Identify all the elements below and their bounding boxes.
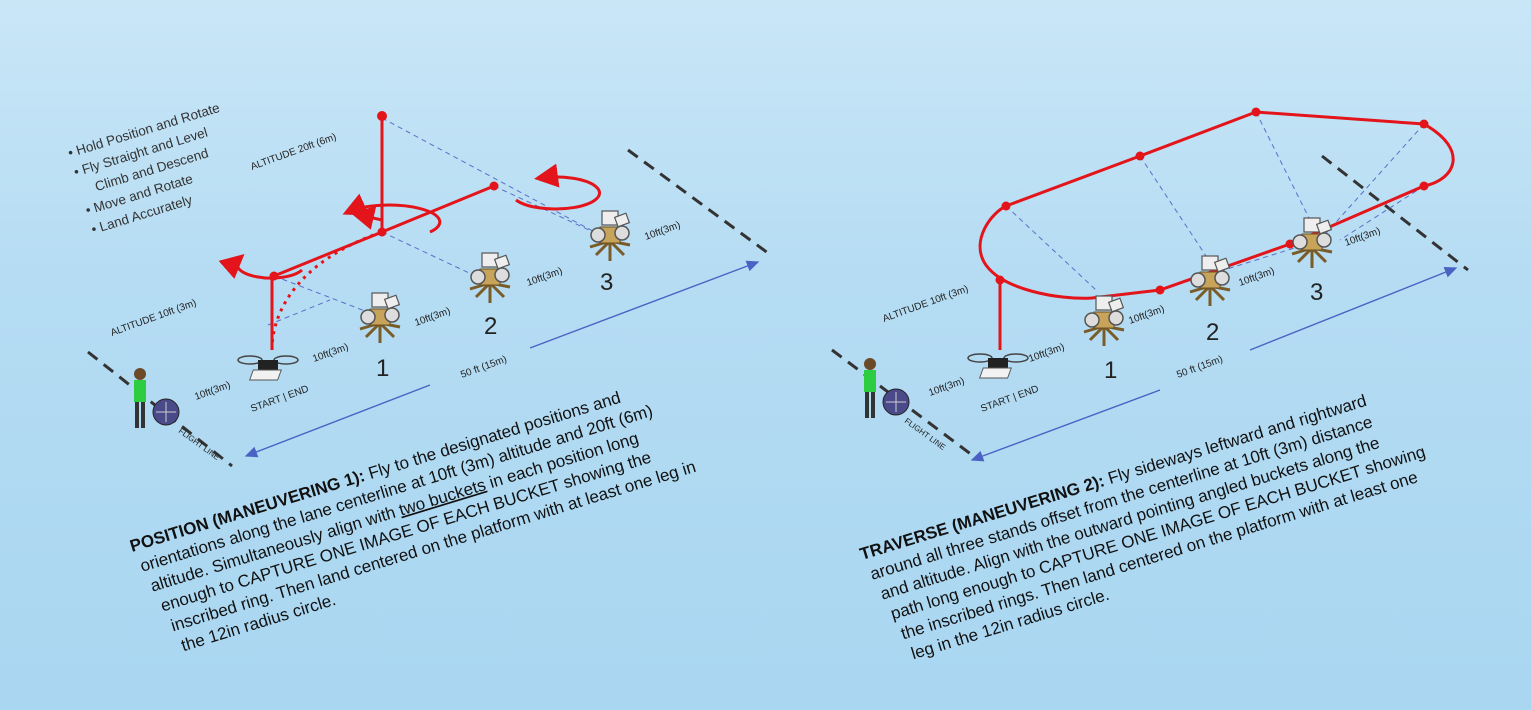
- start-end-label: START | END: [249, 384, 310, 415]
- dist-label-r5: 10ft(3m): [1343, 226, 1382, 249]
- right-panel: 50 ft (15m) ALTITUDE 10ft (3m) 1 2 3 10f…: [831, 107, 1469, 663]
- altitude-10-label-right: ALTITUDE 10ft (3m): [881, 284, 970, 325]
- pilot-icon-right: [863, 357, 910, 419]
- dist-label-5: 10ft(3m): [643, 220, 682, 243]
- position-description: POSITION (MANEUVERING 1): Fly to the des…: [128, 388, 698, 655]
- dist-label-r1: 10ft(3m): [927, 376, 966, 399]
- station-1-label: 1: [376, 355, 389, 382]
- rotate-ring-1: [218, 254, 303, 280]
- bucket-stand-2: [468, 251, 512, 305]
- altitude-10-label: ALTITUDE 10ft (3m): [109, 298, 198, 339]
- traverse-path: [978, 110, 1455, 300]
- dist-label-3: 10ft(3m): [413, 306, 452, 329]
- bucket-stand-3: [588, 209, 632, 263]
- left-panel: • Hold Position and Rotate • Fly Straigh…: [66, 100, 773, 655]
- maneuver-list: • Hold Position and Rotate • Fly Straigh…: [66, 100, 221, 237]
- dist-label-2: 10ft(3m): [311, 342, 350, 365]
- station-r2-label: 2: [1206, 319, 1219, 346]
- start-end-label-right: START | END: [979, 384, 1040, 415]
- flight-path-climb: [270, 230, 383, 351]
- dist-label-4: 10ft(3m): [525, 266, 564, 289]
- bucket-stand-r2: [1188, 254, 1232, 308]
- dist-label-1: 10ft(3m): [193, 380, 232, 403]
- bucket-stand-1: [358, 291, 402, 345]
- length-arrow: [529, 260, 760, 349]
- dist-label-r3: 10ft(3m): [1127, 304, 1166, 327]
- station-r1-label: 1: [1104, 357, 1117, 384]
- lane-boundary-top-right: [1321, 154, 1469, 272]
- pilot-icon: [133, 367, 180, 429]
- lane-boundary-top: [627, 148, 773, 258]
- station-3-label: 3: [600, 269, 613, 296]
- length-label: 50 ft (15m): [459, 354, 508, 381]
- bucket-stand-r3: [1290, 216, 1334, 270]
- dist-label-r4: 10ft(3m): [1237, 266, 1276, 289]
- length-arrow-right: [1249, 266, 1458, 351]
- station-r3-label: 3: [1310, 279, 1323, 306]
- length-label-right: 50 ft (15m): [1175, 354, 1224, 381]
- flight-line-label: FLIGHT LINE: [177, 426, 221, 462]
- station-2-label: 2: [484, 313, 497, 340]
- bucket-stand-r1: [1082, 294, 1126, 348]
- drone-icon: [237, 355, 299, 381]
- altitude-20-label: ALTITUDE 20ft (6m): [249, 132, 338, 173]
- rotate-ring-3: [515, 163, 601, 211]
- drone-icon-right: [967, 353, 1029, 379]
- flight-line-label-right: FLIGHT LINE: [903, 416, 947, 452]
- traverse-description: TRAVERSE (MANEUVERING 2): Fly sideways l…: [858, 391, 1428, 663]
- dist-label-r2: 10ft(3m): [1027, 342, 1066, 365]
